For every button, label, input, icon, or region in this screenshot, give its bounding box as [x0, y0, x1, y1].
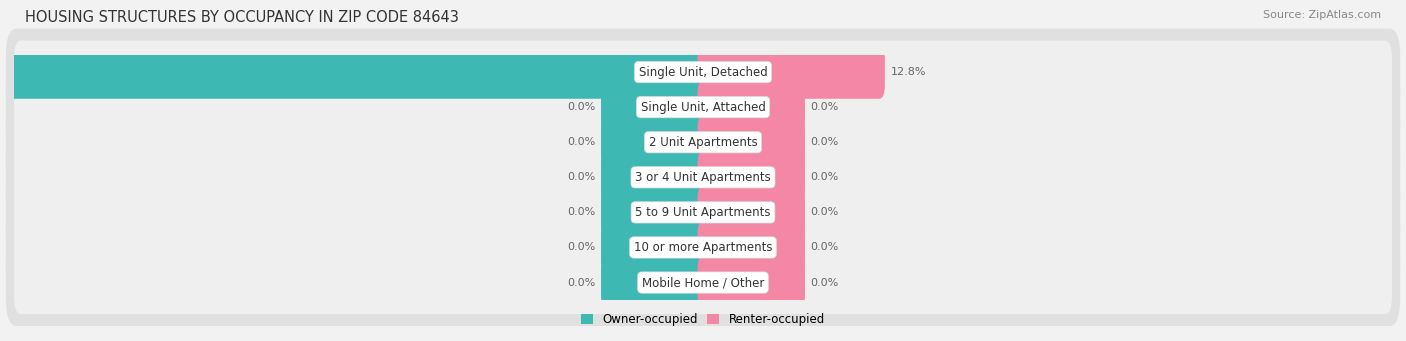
Text: 5 to 9 Unit Apartments: 5 to 9 Unit Apartments — [636, 206, 770, 219]
Text: 0.0%: 0.0% — [567, 278, 596, 287]
Text: 10 or more Apartments: 10 or more Apartments — [634, 241, 772, 254]
Text: 0.0%: 0.0% — [810, 207, 839, 218]
FancyBboxPatch shape — [697, 45, 884, 99]
Text: 0.0%: 0.0% — [810, 137, 839, 147]
FancyBboxPatch shape — [600, 256, 709, 309]
Text: 0.0%: 0.0% — [567, 207, 596, 218]
Text: HOUSING STRUCTURES BY OCCUPANCY IN ZIP CODE 84643: HOUSING STRUCTURES BY OCCUPANCY IN ZIP C… — [25, 10, 460, 25]
FancyBboxPatch shape — [6, 204, 1400, 291]
FancyBboxPatch shape — [14, 181, 1392, 244]
FancyBboxPatch shape — [697, 256, 806, 309]
FancyBboxPatch shape — [697, 221, 806, 274]
FancyBboxPatch shape — [6, 64, 1400, 151]
FancyBboxPatch shape — [6, 134, 1400, 221]
FancyBboxPatch shape — [6, 99, 1400, 186]
Text: 2 Unit Apartments: 2 Unit Apartments — [648, 136, 758, 149]
FancyBboxPatch shape — [14, 111, 1392, 174]
FancyBboxPatch shape — [697, 186, 806, 239]
Text: 0.0%: 0.0% — [567, 172, 596, 182]
FancyBboxPatch shape — [6, 169, 1400, 256]
Text: Mobile Home / Other: Mobile Home / Other — [641, 276, 765, 289]
Text: 0.0%: 0.0% — [810, 172, 839, 182]
FancyBboxPatch shape — [697, 116, 806, 169]
Text: 12.8%: 12.8% — [890, 67, 927, 77]
FancyBboxPatch shape — [6, 239, 1400, 326]
Text: Single Unit, Attached: Single Unit, Attached — [641, 101, 765, 114]
Text: 3 or 4 Unit Apartments: 3 or 4 Unit Apartments — [636, 171, 770, 184]
FancyBboxPatch shape — [697, 80, 806, 134]
FancyBboxPatch shape — [6, 29, 1400, 116]
FancyBboxPatch shape — [697, 151, 806, 204]
FancyBboxPatch shape — [14, 216, 1392, 279]
FancyBboxPatch shape — [600, 80, 709, 134]
Text: 0.0%: 0.0% — [567, 102, 596, 112]
FancyBboxPatch shape — [600, 186, 709, 239]
Text: 0.0%: 0.0% — [810, 278, 839, 287]
Legend: Owner-occupied, Renter-occupied: Owner-occupied, Renter-occupied — [576, 309, 830, 331]
Text: 0.0%: 0.0% — [810, 102, 839, 112]
FancyBboxPatch shape — [0, 45, 709, 99]
FancyBboxPatch shape — [14, 251, 1392, 314]
FancyBboxPatch shape — [600, 151, 709, 204]
FancyBboxPatch shape — [14, 146, 1392, 209]
Text: 0.0%: 0.0% — [810, 242, 839, 252]
FancyBboxPatch shape — [600, 221, 709, 274]
Text: Single Unit, Detached: Single Unit, Detached — [638, 65, 768, 78]
Text: 0.0%: 0.0% — [567, 242, 596, 252]
FancyBboxPatch shape — [600, 116, 709, 169]
FancyBboxPatch shape — [14, 41, 1392, 104]
Text: 0.0%: 0.0% — [567, 137, 596, 147]
Text: Source: ZipAtlas.com: Source: ZipAtlas.com — [1263, 10, 1381, 20]
FancyBboxPatch shape — [14, 76, 1392, 139]
